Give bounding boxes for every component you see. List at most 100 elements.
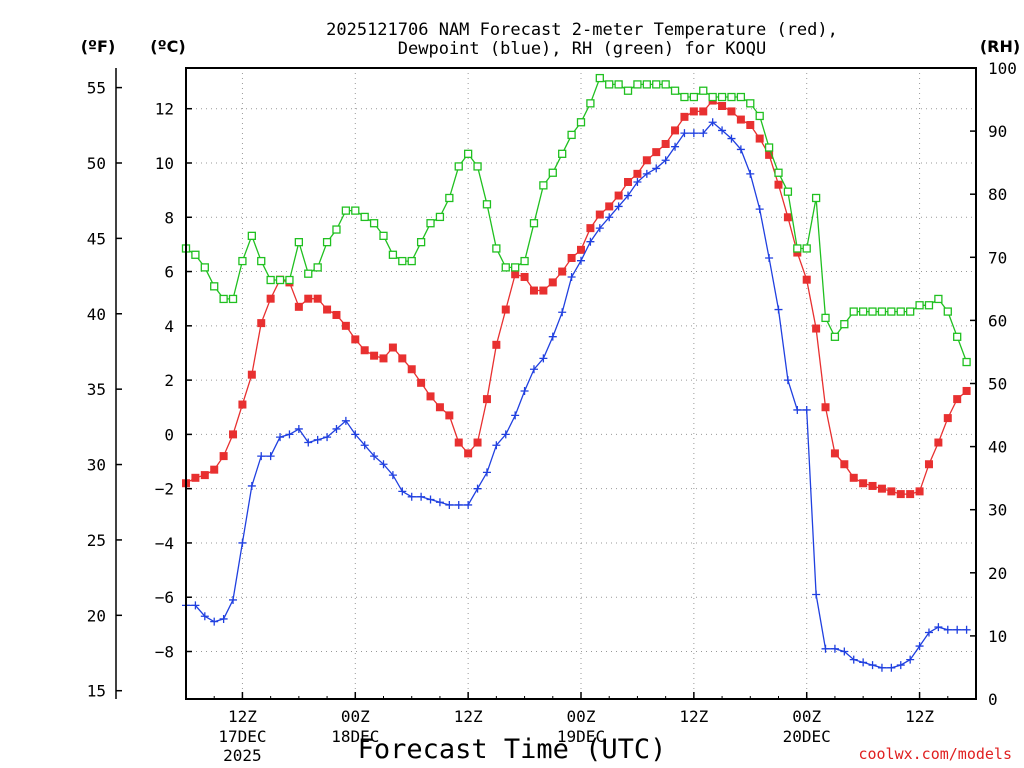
temperature-point	[417, 378, 426, 387]
dewpoint-point	[435, 498, 444, 507]
temperature-point	[407, 365, 416, 374]
c-tick-label: −6	[155, 588, 174, 607]
f-tick-label: 25	[87, 531, 106, 550]
dewpoint-point	[379, 460, 388, 469]
temperature-point	[191, 473, 200, 482]
rh-point	[661, 80, 670, 89]
temperature-point	[351, 335, 360, 344]
rh-point	[332, 225, 341, 234]
rh-point	[689, 92, 699, 102]
rh-point	[285, 275, 294, 285]
rh-point	[755, 111, 764, 121]
dewpoint-point	[577, 256, 585, 265]
temperature-point	[802, 275, 811, 284]
dewpoint-point	[529, 365, 538, 374]
rh-tick-label: 80	[988, 185, 1007, 204]
dewpoint-point	[238, 538, 247, 547]
temperature-point	[426, 392, 435, 401]
temperature-point	[934, 438, 943, 447]
f-tick-label: 45	[87, 229, 106, 248]
rh-point	[210, 282, 219, 291]
rh-point	[501, 263, 510, 272]
temperature-point	[783, 213, 792, 222]
rh-point	[708, 92, 717, 102]
x-tick-label: 12Z	[454, 707, 483, 726]
dewpoint-point	[793, 405, 802, 414]
chart-title-line1: 2025121706 NAM Forecast 2-meter Temperat…	[326, 20, 838, 40]
dewpoint-point	[492, 441, 501, 450]
dewpoint-point	[633, 177, 642, 186]
dewpoint-point	[774, 305, 783, 314]
temperature-point	[398, 354, 407, 363]
temperature-point	[877, 484, 886, 493]
rh-point	[746, 99, 755, 108]
dewpoint-point	[191, 601, 200, 610]
dewpoint-point	[473, 484, 482, 493]
f-tick-label: 40	[87, 305, 106, 324]
rh-point	[266, 275, 275, 285]
celsius-axis-unit: (ºC)	[150, 37, 185, 56]
rh-point	[558, 149, 567, 158]
rh-point	[351, 206, 360, 215]
dewpoint-point	[229, 595, 238, 604]
rh-point	[906, 307, 915, 316]
dewpoint-point	[445, 500, 454, 509]
rh-point	[473, 162, 482, 171]
dewpoint-point	[915, 642, 924, 651]
temperature-point	[755, 134, 764, 143]
rh-series	[181, 73, 971, 367]
temperature-point	[765, 150, 774, 159]
dewpoint-point	[859, 658, 868, 667]
rh-point	[849, 307, 858, 316]
rh-tick-label: 10	[988, 627, 1007, 646]
rh-point	[802, 244, 811, 253]
temperature-point	[727, 107, 736, 116]
dewpoint-point	[877, 663, 886, 672]
dewpoint-point	[313, 435, 322, 444]
rh-point	[435, 212, 445, 222]
x-tick-label: 12Z	[905, 707, 934, 726]
x-tick-label: 00Z	[341, 707, 370, 726]
dewpoint-point	[821, 644, 830, 653]
temperature-point	[906, 490, 915, 499]
temperature-point	[746, 120, 755, 129]
dewpoint-point	[906, 655, 915, 664]
c-tick-label: 12	[155, 100, 174, 119]
temperature-point	[520, 272, 529, 281]
dewpoint-point	[219, 614, 228, 623]
rh-point	[811, 193, 821, 203]
rh-point	[445, 193, 454, 203]
dewpoint-point	[652, 164, 661, 173]
rh-point	[821, 313, 830, 323]
temperature-point	[247, 370, 256, 379]
temperature-point	[689, 107, 698, 116]
temperature-point	[341, 321, 350, 330]
temperature-point	[736, 115, 745, 124]
dewpoint-point	[605, 213, 614, 222]
dewpoint-point	[624, 191, 633, 200]
temperature-point	[849, 473, 858, 482]
temperature-point	[219, 452, 228, 461]
dewpoint-point	[210, 617, 219, 626]
temperature-point	[323, 305, 332, 314]
dewpoint-point	[539, 354, 548, 363]
dewpoint-point	[511, 411, 520, 420]
dewpoint-point	[398, 487, 407, 496]
rh-point	[463, 149, 473, 158]
temperature-point	[294, 302, 303, 311]
dewpoint-point	[661, 156, 670, 165]
dewpoint-point	[849, 655, 858, 664]
dewpoint-point	[276, 433, 285, 442]
temperature-point	[529, 286, 538, 295]
dewpoint-point	[548, 332, 557, 341]
rh-point	[595, 73, 604, 83]
dewpoint-point	[727, 134, 736, 143]
temperature-point	[229, 430, 238, 439]
dewpoint-point	[943, 625, 952, 634]
rh-point	[539, 181, 548, 190]
temperature-point	[699, 107, 708, 116]
rh-point	[360, 212, 369, 222]
temperature-point	[633, 169, 642, 178]
c-tick-label: −8	[155, 643, 174, 662]
rh-point	[322, 238, 332, 247]
